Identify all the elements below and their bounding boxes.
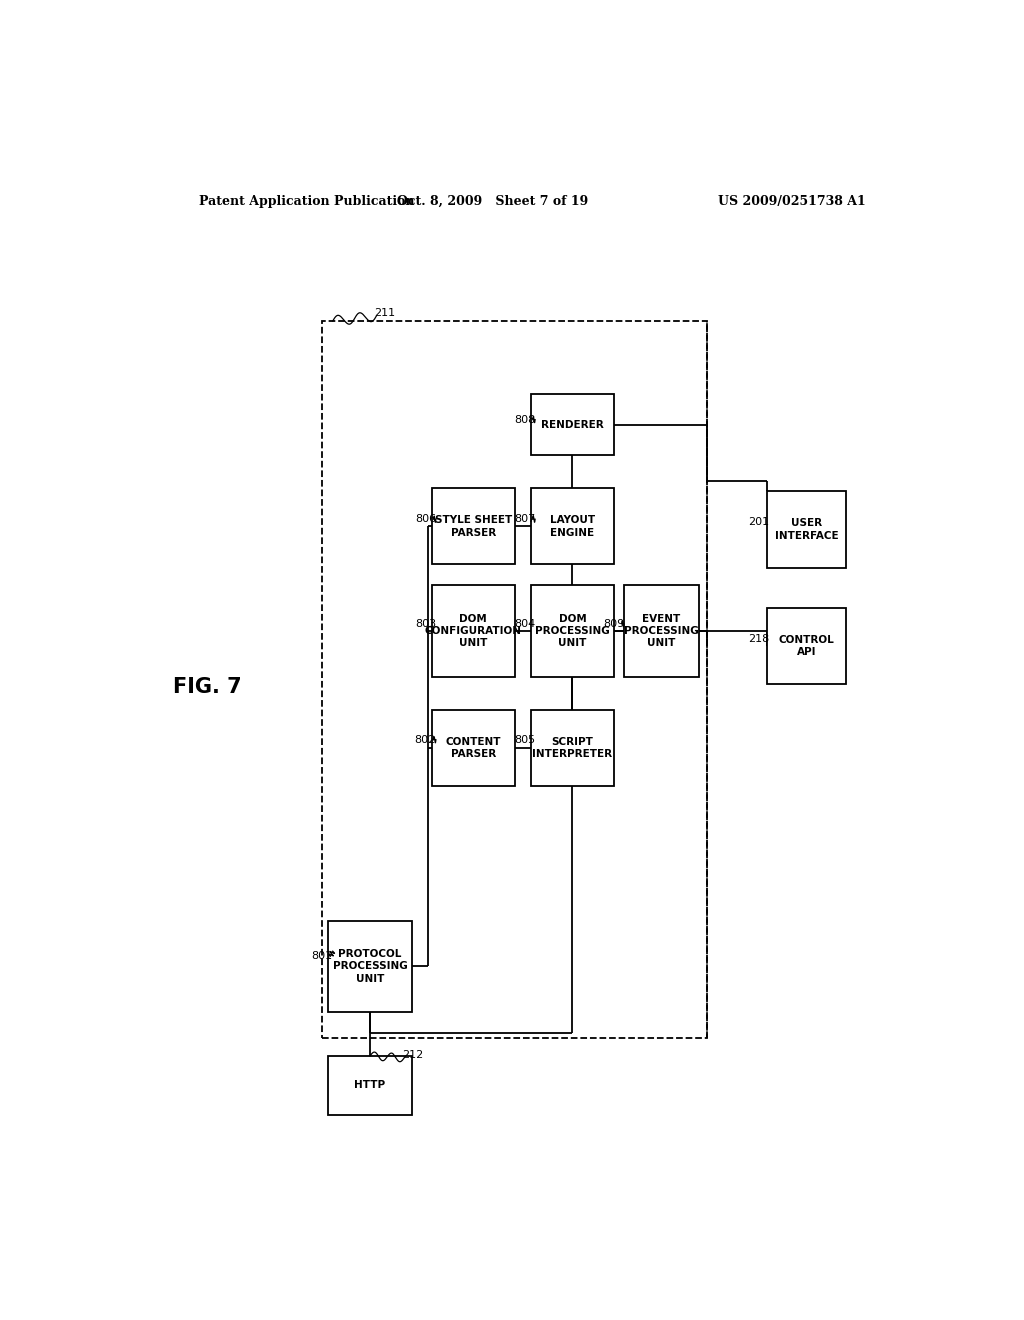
- FancyBboxPatch shape: [530, 488, 614, 565]
- FancyBboxPatch shape: [329, 1056, 412, 1115]
- FancyBboxPatch shape: [530, 395, 614, 455]
- FancyBboxPatch shape: [624, 585, 699, 677]
- Text: 806: 806: [415, 515, 436, 524]
- Text: 201: 201: [749, 517, 769, 527]
- Text: Patent Application Publication: Patent Application Publication: [200, 195, 415, 209]
- Text: STYLE SHEET
PARSER: STYLE SHEET PARSER: [434, 515, 512, 537]
- Text: SCRIPT
INTERPRETER: SCRIPT INTERPRETER: [532, 737, 612, 759]
- FancyBboxPatch shape: [329, 921, 412, 1012]
- Text: DOM
PROCESSING
UNIT: DOM PROCESSING UNIT: [536, 614, 609, 648]
- FancyBboxPatch shape: [431, 488, 515, 565]
- Text: USER
INTERFACE: USER INTERFACE: [775, 519, 839, 541]
- Text: EVENT
PROCESSING
UNIT: EVENT PROCESSING UNIT: [624, 614, 698, 648]
- Text: PROTOCOL
PROCESSING
UNIT: PROTOCOL PROCESSING UNIT: [333, 949, 408, 983]
- FancyBboxPatch shape: [530, 710, 614, 785]
- Text: US 2009/0251738 A1: US 2009/0251738 A1: [718, 195, 866, 209]
- FancyBboxPatch shape: [767, 491, 846, 568]
- Text: 212: 212: [401, 1049, 423, 1060]
- Text: HTTP: HTTP: [354, 1080, 386, 1090]
- Text: 803: 803: [415, 619, 436, 628]
- FancyBboxPatch shape: [767, 609, 846, 684]
- Text: CONTROL
API: CONTROL API: [778, 635, 835, 657]
- FancyBboxPatch shape: [431, 585, 515, 677]
- Text: CONTENT
PARSER: CONTENT PARSER: [445, 737, 501, 759]
- Text: 807: 807: [514, 515, 536, 524]
- Text: FIG. 7: FIG. 7: [173, 677, 242, 697]
- Text: 802: 802: [415, 735, 436, 744]
- Text: 805: 805: [514, 735, 536, 744]
- Text: 211: 211: [374, 308, 395, 318]
- Text: Oct. 8, 2009   Sheet 7 of 19: Oct. 8, 2009 Sheet 7 of 19: [397, 195, 589, 209]
- Text: 218: 218: [748, 634, 769, 644]
- Text: 809: 809: [603, 619, 624, 628]
- Text: LAYOUT
ENGINE: LAYOUT ENGINE: [550, 515, 595, 537]
- Text: 808: 808: [514, 414, 536, 425]
- Text: 804: 804: [514, 619, 536, 628]
- FancyBboxPatch shape: [431, 710, 515, 785]
- Text: DOM
CONFIGURATION
UNIT: DOM CONFIGURATION UNIT: [425, 614, 521, 648]
- Text: RENDERER: RENDERER: [541, 420, 604, 430]
- FancyBboxPatch shape: [530, 585, 614, 677]
- Text: 801: 801: [311, 952, 333, 961]
